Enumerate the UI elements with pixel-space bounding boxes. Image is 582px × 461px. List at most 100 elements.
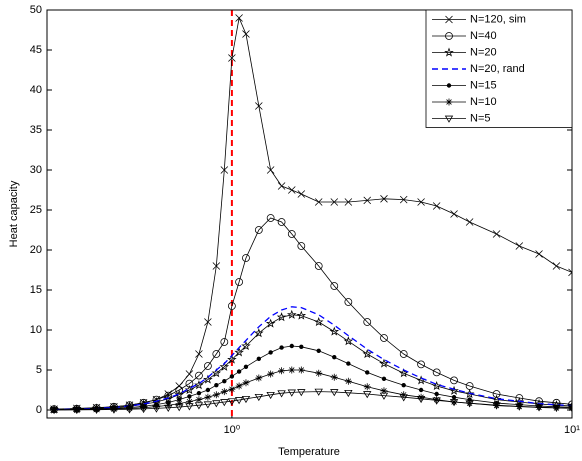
marker	[222, 379, 227, 384]
marker	[227, 302, 236, 310]
marker	[330, 198, 339, 206]
marker	[449, 399, 459, 407]
legend-label: N=20, rand	[470, 63, 525, 75]
marker	[212, 391, 220, 399]
marker	[316, 348, 321, 353]
marker	[381, 376, 387, 381]
marker	[175, 400, 183, 408]
marker	[343, 336, 354, 346]
marker	[567, 400, 572, 411]
marker	[194, 380, 204, 390]
marker	[314, 388, 323, 396]
marker	[220, 166, 229, 174]
legend-label: N=20	[470, 46, 497, 58]
marker	[314, 262, 323, 270]
marker	[465, 218, 474, 226]
marker	[241, 395, 251, 404]
marker	[344, 298, 353, 306]
marker	[277, 218, 286, 226]
marker	[195, 371, 203, 380]
plot-area	[49, 10, 572, 418]
marker	[432, 397, 441, 405]
marker	[431, 380, 442, 391]
marker	[187, 394, 192, 399]
legend-label: N=40	[470, 30, 497, 42]
y-tick-label: 20	[30, 244, 42, 256]
marker	[465, 400, 474, 408]
marker	[416, 395, 426, 404]
marker	[534, 404, 544, 412]
series-line	[54, 217, 572, 410]
marker	[432, 202, 441, 210]
marker	[255, 374, 263, 382]
marker	[297, 366, 305, 374]
marker	[49, 407, 59, 415]
marker	[568, 268, 572, 277]
marker	[254, 328, 264, 338]
marker	[288, 186, 296, 194]
marker	[185, 370, 194, 378]
legend-label: N=5	[470, 112, 491, 124]
y-tick-label: 40	[30, 84, 42, 96]
marker	[204, 393, 212, 401]
marker	[212, 400, 221, 408]
marker	[219, 361, 230, 371]
marker	[278, 367, 286, 375]
marker	[212, 262, 221, 270]
x-tick-label: 10¹	[564, 424, 580, 436]
y-tick-label: 10	[30, 324, 42, 336]
marker	[362, 348, 373, 359]
marker	[515, 403, 524, 411]
marker	[174, 389, 184, 399]
marker	[228, 385, 236, 393]
marker	[72, 406, 82, 415]
marker	[399, 195, 408, 204]
marker	[515, 242, 524, 250]
marker	[185, 403, 194, 411]
y-tick-label: 50	[30, 4, 42, 16]
marker	[256, 356, 262, 361]
marker	[152, 403, 160, 411]
legend-label: N=10	[470, 96, 497, 108]
legend-label: N=15	[470, 79, 497, 91]
marker	[313, 316, 324, 327]
y-axis-label: Heat capacity	[8, 180, 20, 247]
marker	[185, 398, 193, 406]
marker	[450, 210, 458, 218]
y-tick-label: 15	[30, 284, 42, 296]
marker	[492, 230, 501, 238]
marker	[315, 369, 323, 377]
marker	[379, 358, 389, 368]
marker	[175, 404, 184, 412]
plot-frame	[46, 9, 573, 419]
legend-box	[425, 9, 573, 128]
marker	[203, 362, 212, 370]
marker	[277, 390, 286, 398]
legend-marker	[445, 32, 453, 40]
marker	[363, 318, 372, 326]
marker	[289, 343, 294, 349]
marker	[227, 354, 237, 364]
marker	[450, 376, 458, 385]
marker	[205, 387, 211, 393]
marker	[365, 370, 370, 375]
marker	[195, 350, 203, 358]
marker	[432, 368, 441, 377]
marker	[236, 369, 242, 374]
marker	[204, 318, 212, 326]
marker	[235, 14, 243, 22]
marker	[194, 402, 204, 410]
marker	[418, 387, 424, 393]
marker	[330, 282, 339, 290]
marker	[401, 383, 406, 388]
marker	[140, 404, 148, 412]
y-tick-label: 45	[30, 44, 42, 56]
marker	[268, 350, 273, 355]
marker	[399, 394, 408, 402]
marker	[552, 404, 561, 413]
marker	[363, 391, 372, 399]
marker	[255, 102, 263, 110]
marker	[332, 355, 337, 360]
marker	[220, 399, 229, 407]
